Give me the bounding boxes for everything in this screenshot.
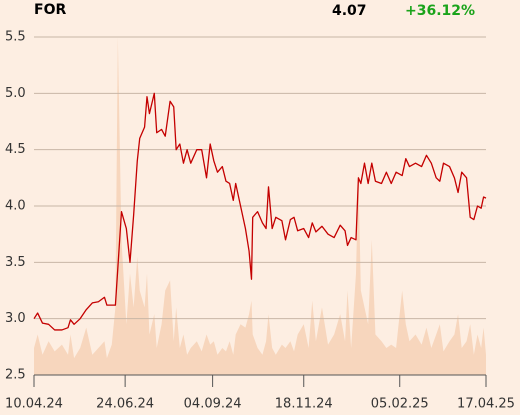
change: +36.12% [405, 3, 475, 19]
volume-area [34, 37, 486, 375]
ticker: FOR [34, 2, 66, 18]
y-tick-label: 5.5 [5, 30, 26, 45]
y-tick-label: 2.5 [5, 368, 26, 383]
x-tick-label: 18.11.24 [275, 397, 333, 412]
last-price: 4.07 [332, 3, 367, 19]
y-tick-label: 3.0 [5, 311, 26, 326]
price-line [33, 92, 487, 331]
y-tick-label: 4.5 [5, 142, 26, 157]
x-tick-label: 05.02.25 [371, 397, 429, 412]
x-tick-label: 10.04.24 [5, 397, 63, 412]
y-tick-label: 5.0 [5, 86, 26, 101]
y-tick-label: 3.5 [5, 255, 26, 270]
x-tick-label: 17.04.25 [457, 397, 515, 412]
y-tick-label: 4.0 [5, 199, 26, 214]
x-tick-label: 04.09.24 [184, 397, 242, 412]
x-tick-label: 24.06.24 [96, 397, 154, 412]
